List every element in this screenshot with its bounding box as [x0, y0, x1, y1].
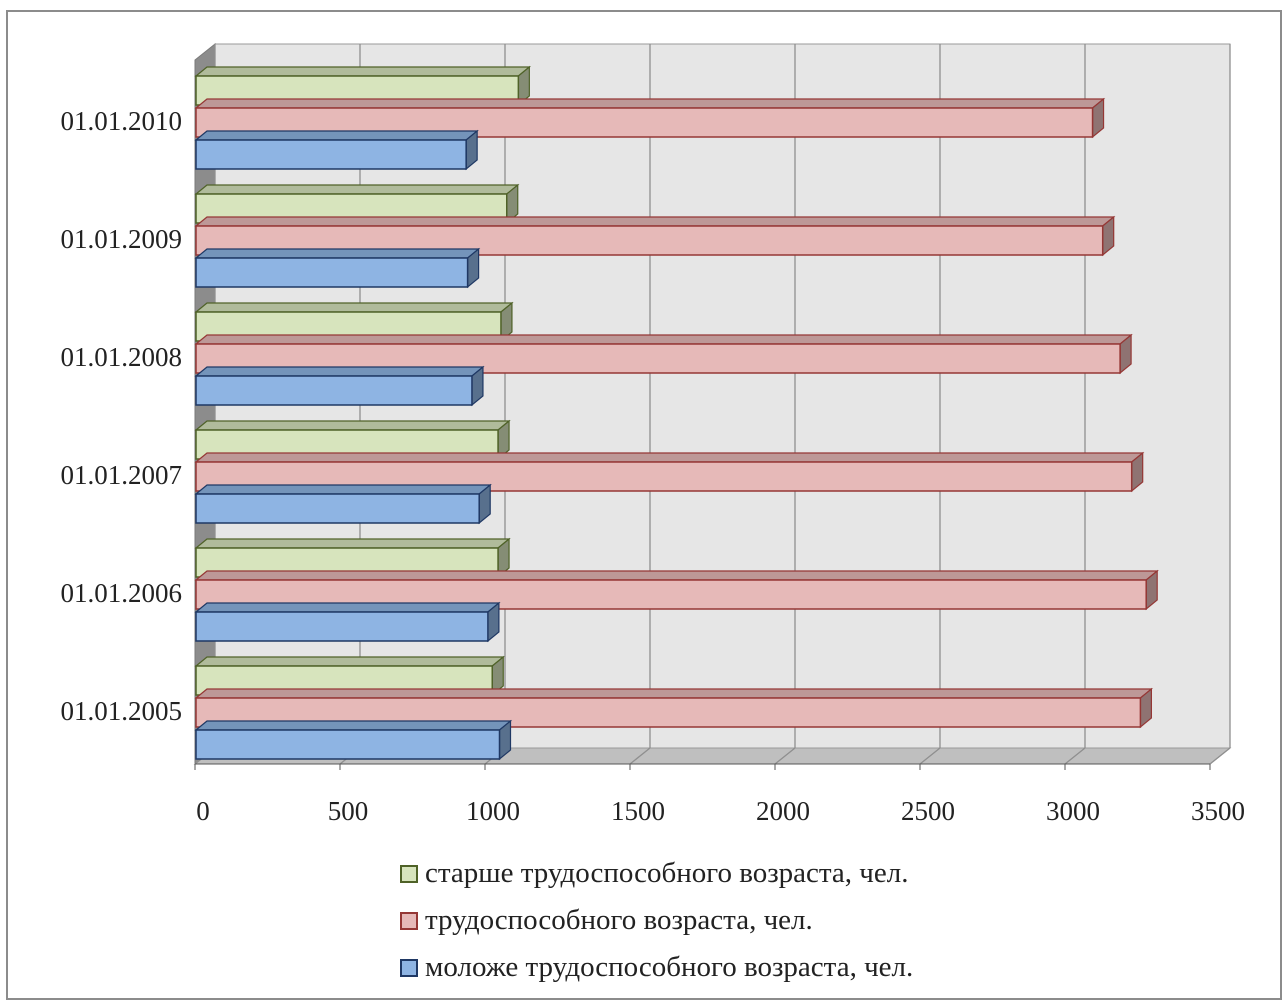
bar-top-face [194, 98, 1106, 109]
legend-swatch [400, 864, 418, 883]
legend-swatch [400, 911, 418, 930]
bar-top-face [194, 656, 505, 667]
legend: старше трудоспособного возраста, чел. тру… [400, 850, 913, 991]
legend-label: моложе трудоспособного возраста, чел. [425, 951, 914, 983]
bar-top-face [194, 570, 1159, 581]
bar-top-face [194, 216, 1116, 227]
bar-top-face [194, 452, 1145, 463]
bar-front-face [195, 611, 489, 642]
category-label: 01.01.2006 [61, 578, 183, 608]
bar-front-face [195, 729, 501, 760]
bar-under-working-age [194, 129, 479, 171]
bar-top-face [194, 302, 514, 313]
category-label: 01.01.2005 [61, 696, 183, 726]
x-tick-label: 1500 [611, 796, 665, 826]
x-tick-label: 2000 [756, 796, 810, 826]
bar-under-working-age [194, 719, 513, 761]
bar-top-face [194, 334, 1133, 345]
bar-top-face [194, 130, 479, 141]
bar-top-face [194, 602, 501, 613]
x-tick-label: 1000 [466, 796, 520, 826]
bar-top-face [194, 484, 492, 495]
bar-top-face [194, 688, 1154, 699]
bar-top-face [194, 366, 485, 377]
category-label: 01.01.2008 [61, 342, 183, 372]
bar-top-face [194, 720, 513, 731]
bar-front-face [195, 461, 1133, 492]
x-tick-label: 3000 [1046, 796, 1100, 826]
legend-label: старше трудоспособного возраста, чел. [425, 857, 909, 889]
bar-front-face [195, 375, 473, 406]
bar-under-working-age [194, 365, 485, 407]
category-label: 01.01.2010 [61, 106, 183, 136]
x-tick-label: 0 [196, 796, 210, 826]
floor-gridline [774, 747, 796, 765]
floor-gridline [919, 747, 941, 765]
x-tick-label: 2500 [901, 796, 955, 826]
legend-item: старше трудоспособного возраста, чел. [400, 850, 913, 897]
bar-front-face [195, 139, 467, 170]
bar-top-face [194, 184, 520, 195]
floor-gridline [1209, 747, 1231, 765]
bar-working-age [194, 687, 1154, 729]
bar-under-working-age [194, 483, 492, 525]
bar-under-working-age [194, 247, 481, 289]
legend-item: трудоспособного возраста, чел. [400, 897, 913, 944]
category-label: 01.01.2007 [61, 460, 183, 490]
floor-gridline [1064, 747, 1086, 765]
x-tick-label: 500 [328, 796, 369, 826]
bar-under-working-age [194, 601, 501, 643]
x-tick-label: 3500 [1191, 796, 1245, 826]
category-label: 01.01.2009 [61, 224, 183, 254]
bar-top-face [194, 538, 511, 549]
bar-top-face [194, 420, 511, 431]
legend-swatch [400, 958, 418, 977]
bar-top-face [194, 248, 481, 259]
bar-front-face [195, 493, 480, 524]
floor-gridline [629, 747, 651, 765]
legend-item: моложе трудоспособного возраста, чел. [400, 944, 913, 991]
bar-working-age [194, 451, 1145, 493]
bar-top-face [194, 66, 532, 77]
bar-front-face [195, 257, 469, 288]
legend-label: трудоспособного возраста, чел. [425, 904, 813, 936]
